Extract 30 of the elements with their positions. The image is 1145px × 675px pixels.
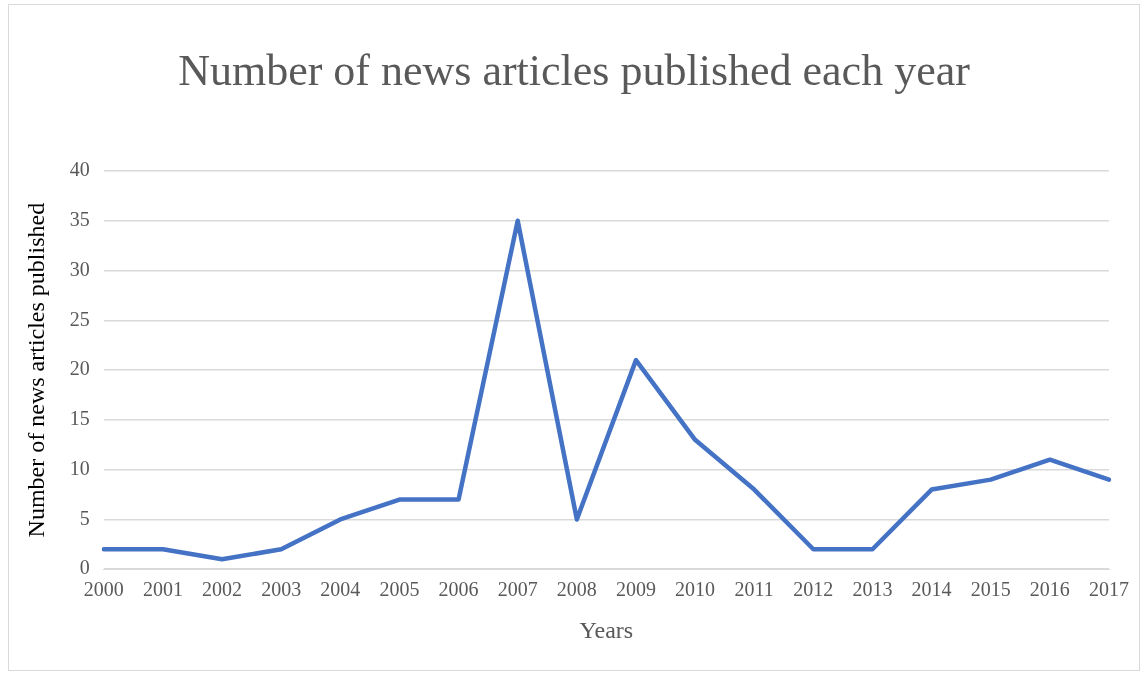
y-tick-label: 0 [79, 556, 90, 579]
chart-title: Number of news articles published each year [177, 45, 971, 96]
x-tick-label: 2011 [734, 578, 774, 601]
x-tick-label: 2006 [438, 578, 479, 601]
x-tick-label: 2017 [1089, 578, 1129, 601]
y-tick-label: 35 [69, 208, 90, 231]
y-tick-label: 5 [79, 506, 90, 529]
y-tick-label: 25 [69, 307, 90, 330]
y-tick-label: 30 [69, 257, 90, 280]
x-tick-label: 2002 [202, 578, 243, 601]
x-tick-label: 2015 [970, 578, 1011, 601]
y-tick-label: 15 [69, 407, 90, 430]
x-tick-label: 2004 [320, 578, 361, 601]
x-tick-label: 2005 [379, 578, 420, 601]
x-tick-label: 2012 [793, 578, 834, 601]
x-tick-label: 2014 [911, 578, 952, 601]
y-tick-label: 40 [69, 158, 90, 181]
x-tick-label: 2003 [261, 578, 302, 601]
x-tick-label: 2000 [83, 578, 124, 601]
x-axis-title: Years [579, 616, 634, 643]
y-axis-title: Number of news articles published [22, 202, 49, 538]
y-tick-label: 20 [69, 357, 90, 380]
y-tick-label: 10 [69, 456, 90, 479]
x-tick-label: 2013 [852, 578, 893, 601]
x-tick-label: 2007 [497, 578, 538, 601]
x-tick-label: 2016 [1029, 578, 1070, 601]
x-tick-label: 2008 [556, 578, 597, 601]
x-tick-label: 2010 [675, 578, 716, 601]
x-tick-label: 2009 [615, 578, 656, 601]
x-tick-label: 2001 [142, 578, 183, 601]
